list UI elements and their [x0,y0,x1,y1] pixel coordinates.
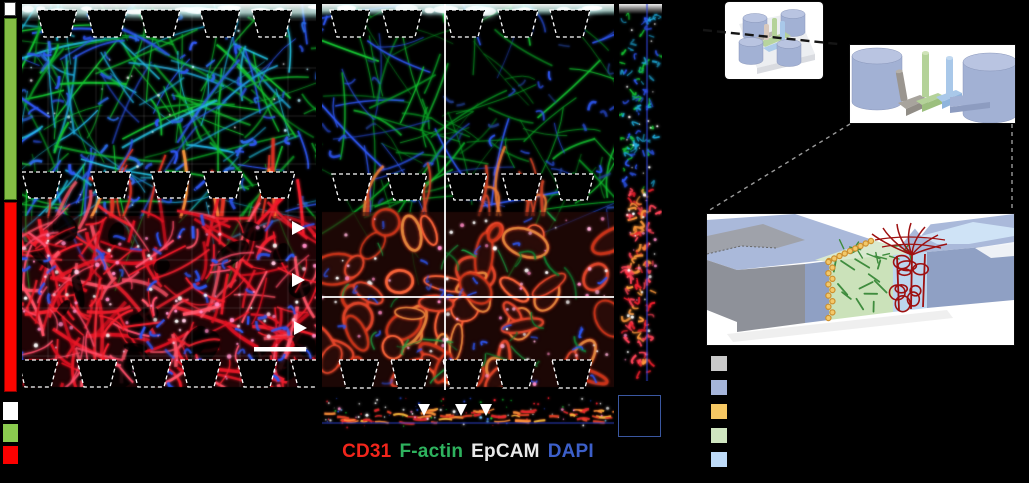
arrowhead-icon [292,273,305,287]
pdms-post [444,9,486,38]
legend-swatch [711,404,727,419]
device-section-card [850,45,1015,123]
red-region-bar [4,202,17,392]
scale-bar [254,347,306,352]
device-section-render [851,47,1015,123]
arrowhead-icon [294,321,307,335]
pdms-post [251,9,293,38]
pdms-post [236,359,278,388]
stain-label-factin: F-actin [399,441,464,462]
legend-swatch [3,424,18,442]
legend-swatch [3,446,18,464]
stain-legend: CD31 F-actin EpCAM DAPI [322,441,614,463]
pdms-post [76,359,118,388]
pdms-post [381,9,423,38]
inset-outline-box [618,395,661,437]
device-overview-render [738,9,815,74]
pdms-post [338,359,380,389]
pdms-post [446,173,488,201]
green-region-bar [4,18,17,200]
stain-label-epcam: EpCAM [471,441,540,462]
device-overview-card [725,2,823,79]
legend-swatch [711,452,727,467]
pdms-post [36,9,78,38]
legend-swatch [711,356,727,371]
pdms-post [501,173,543,201]
top-white-swatch [4,2,16,16]
legend-swatch [711,428,727,443]
pdms-post [386,173,428,201]
pdms-post [180,359,222,388]
pdms-post [495,359,537,389]
pdms-post [442,359,484,389]
stain-label-dapi: DAPI [547,441,594,462]
pdms-post [254,171,296,199]
arrowhead-icon [418,404,430,416]
pdms-post [331,173,373,201]
pdms-post [549,9,591,38]
ortho-xz-strip [322,396,614,437]
pdms-post [22,359,59,388]
pdms-post [202,171,244,199]
legend-swatch [3,402,18,420]
left-color-legend [3,402,18,468]
pdms-post [130,359,172,388]
pdms-post [139,9,181,38]
tissue-schematic-card [707,214,1014,345]
ortho-yz-strip [619,4,662,381]
ortho-xy-overlay [322,4,614,390]
pdms-post [86,9,128,38]
pdms-post [199,9,241,38]
pdms-post [497,9,539,38]
pdms-post [551,359,593,389]
right-color-legend [711,356,727,476]
arrowhead-icon [292,221,305,235]
tissue-schematic-render [707,214,1014,345]
arrowhead-icon [455,404,467,416]
arrowhead-icon [480,404,492,416]
legend-swatch [711,380,727,395]
pdms-post [290,359,316,388]
pdms-post [329,9,371,38]
pdms-post [150,171,192,199]
ortho-xz-overlay [418,404,492,416]
maxprojection-overlay [22,9,316,388]
pdms-post [22,171,63,199]
pdms-post [90,171,132,199]
stain-label-cd31: CD31 [342,441,392,462]
pdms-post [390,359,432,389]
zoom-callout-line-left [707,123,851,212]
pdms-post [553,173,595,201]
